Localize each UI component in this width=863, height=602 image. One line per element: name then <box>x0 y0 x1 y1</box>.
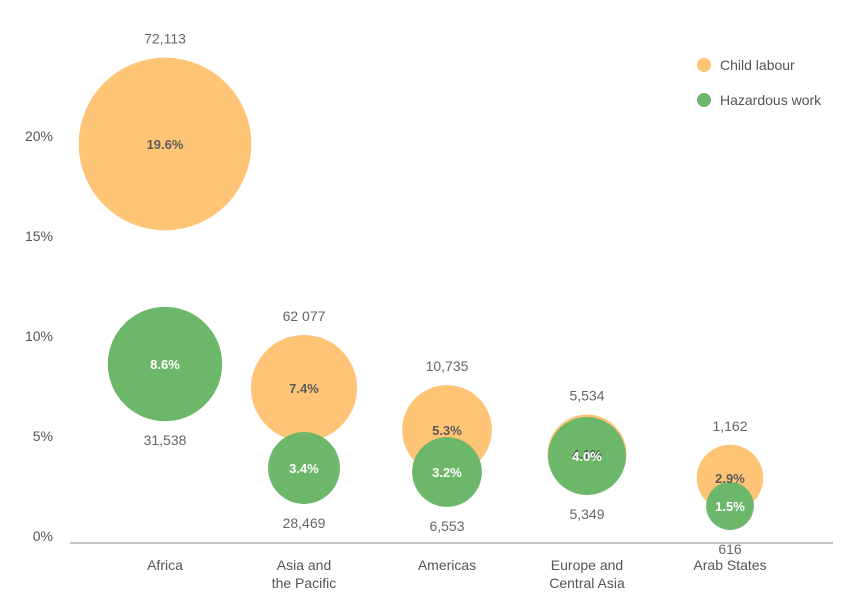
child-labour-count-label: 72,113 <box>144 31 186 47</box>
y-tick-label: 15% <box>25 228 53 244</box>
child-labour-count-label: 62 077 <box>283 308 326 324</box>
x-category-label: Americas <box>418 557 476 573</box>
child-labour-value-label: 4.1% <box>572 447 602 462</box>
hazardous-work-count-label: 31,538 <box>144 432 187 448</box>
x-category-label: Arab States <box>693 557 766 573</box>
hazardous-work-count-label: 5,349 <box>569 506 604 522</box>
y-tick-label: 10% <box>25 328 53 344</box>
child-labour-count-label: 1,162 <box>712 418 747 434</box>
child-labour-value-label: 7.4% <box>289 381 319 396</box>
hazardous-work-bubble <box>548 417 626 495</box>
hazardous-work-value-label: 8.6% <box>150 357 180 372</box>
x-category-label: Africa <box>147 557 183 573</box>
child-labour-value-label: 19.6% <box>147 137 184 152</box>
child-labour-bubble <box>250 334 358 442</box>
hazardous-work-bubble <box>706 482 754 530</box>
y-tick-label: 5% <box>33 428 53 444</box>
x-category-label: Europe and Central Asia <box>549 557 625 591</box>
hazardous-work-count-label: 28,469 <box>283 515 326 531</box>
hazardous-work-count-label: 616 <box>718 541 742 557</box>
hazardous-work-bubble <box>107 306 223 422</box>
child-labour-count-label: 10,735 <box>426 358 469 374</box>
legend: Child labour Hazardous work <box>697 57 822 108</box>
hazardous-work-value-label: 4.0% <box>572 449 602 464</box>
legend-swatch <box>697 58 711 72</box>
hazardous-work-value-label: 1.5% <box>715 499 745 514</box>
x-category-label: Asia and the Pacific <box>272 557 337 591</box>
hazardous-work-value-label: 3.4% <box>289 461 319 476</box>
y-tick-label: 0% <box>33 528 53 544</box>
child-labour-value-label: 5.3% <box>432 423 462 438</box>
hazardous-work-bubble <box>412 437 482 507</box>
legend-swatch <box>697 93 711 107</box>
hazardous-work-value-label: 3.2% <box>432 465 462 480</box>
legend-label: Child labour <box>720 57 795 73</box>
child-labour-bubble <box>78 57 252 231</box>
hazardous-work-bubble <box>268 432 340 504</box>
y-tick-label: 20% <box>25 128 53 144</box>
child-labour-value-label: 2.9% <box>715 471 745 486</box>
hazardous-work-count-label: 6,553 <box>429 518 464 534</box>
child-labour-count-label: 5,534 <box>569 388 604 404</box>
legend-label: Hazardous work <box>720 92 822 108</box>
